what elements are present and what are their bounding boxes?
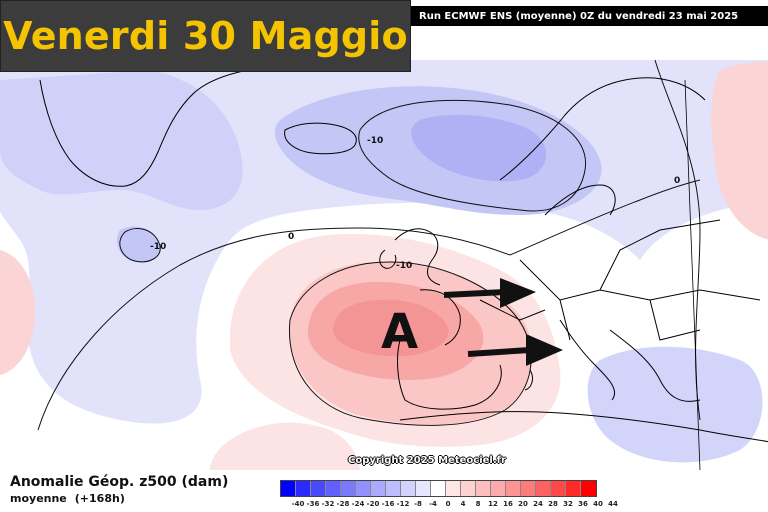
run-info-text: Run ECMWF ENS (moyenne) 0Z du vendredi 2… [419,10,739,22]
contour-label-3: 0 [288,232,294,242]
british-isles-coast [379,228,441,286]
scale-cell [371,481,386,496]
scale-tick-label: 16 [503,500,513,508]
scale-tick-label: 20 [518,500,528,508]
contour-minus10-scandinavia [358,99,587,212]
contour-zero-europe [509,179,701,256]
italy-coast [524,319,616,401]
scale-tick-label: -24 [351,500,365,508]
scale-cell [416,481,431,496]
scale-cell [491,481,506,496]
scale-tick-label: 32 [563,500,573,508]
scale-tick-label: -32 [321,500,335,508]
meridian-right [684,79,701,470]
scale-cell [536,481,551,496]
scale-cell [446,481,461,496]
arrow-north-shaft [443,289,506,298]
flow-arrows [443,278,563,366]
scale-tick-label: 0 [445,500,451,508]
positive-anomaly-south [210,422,360,470]
scale-cell [326,481,341,496]
scale-tick-label: -36 [306,500,320,508]
scandinavia-coast [499,77,706,216]
scale-cell [551,481,566,496]
scale-tick-label: 44 [608,500,618,508]
scale-cell [476,481,491,496]
contour-label-2: -10 [150,242,166,252]
high-pressure-label: A [381,304,419,360]
scale-tick-label: 24 [533,500,543,508]
france-coast [419,289,461,346]
legend-subtitle-mode: moyenne [10,492,67,505]
scale-tick-label: -12 [396,500,410,508]
positive-anomaly-core [333,299,449,357]
scale-cell [506,481,521,496]
north-africa-coast [399,411,768,443]
scale-tick-label: -16 [381,500,395,508]
arrow-north-head [500,278,536,308]
scale-cell [311,481,326,496]
border-lines [479,219,761,341]
negative-anomaly-west-atlantic [116,226,161,263]
scale-cell [566,481,581,496]
positive-anomaly-east-russia [711,61,768,240]
contour-label-4: -10 [396,261,412,271]
positive-anomaly-west [0,250,35,375]
scale-cell [281,481,296,496]
scale-cell [296,481,311,496]
scale-cell [521,481,536,496]
scale-cell [431,481,446,496]
legend-subtitle-lead: (+168h) [74,492,125,505]
contour-label-5: 0 [674,176,680,186]
legend-subtitle: moyenne (+168h) [10,492,133,505]
scale-tick-label: 36 [578,500,588,508]
scale-tick-label: 12 [488,500,498,508]
copyright-text: Copyright 2025 Meteociel.fr [348,455,506,466]
title-banner: Venerdi 30 Maggio [0,0,411,72]
contour-minus10-atlantic [119,228,161,263]
scale-cell [386,481,401,496]
scale-tick-label: 28 [548,500,558,508]
scale-tick-label: 40 [593,500,603,508]
scale-tick-label: 4 [460,500,466,508]
contour-lines [37,59,701,431]
anomaly-map: -10 -10 0 -10 0 [0,59,768,470]
negative-anomaly-core [411,114,547,182]
legend-title: Anomalie Géop. z500 (dam) [10,474,229,490]
balkans-coast [609,329,701,402]
contour-zero-atlantic [37,227,511,431]
scale-tick-label: 8 [475,500,481,508]
scale-cell [401,481,416,496]
color-scale-ticks: -40 -36 -32 -28 -24 -20 -16 -12 -8 -4 0 4 8 12 16 20 24 2… [280,500,618,510]
contour-plus10-iberia [288,261,532,426]
scale-cell [461,481,476,496]
scale-cell [356,481,371,496]
arrow-south-head [526,334,563,366]
scale-cell [341,481,356,496]
page-title: Venerdi 30 Maggio [3,14,408,58]
scale-tick-label: -8 [414,500,422,508]
greenland-coast [39,65,281,187]
arrow-south-shaft [467,347,531,357]
scale-tick-label: -40 [291,500,305,508]
scale-tick-label: -4 [429,500,437,508]
coastlines [39,65,768,470]
scale-cell [581,481,596,496]
negative-anomaly-greenland [0,70,243,210]
contour-label-1: -10 [367,136,383,146]
run-info-banner: Run ECMWF ENS (moyenne) 0Z du vendredi 2… [411,6,768,26]
iberia-coast [397,339,502,410]
color-scale [280,480,597,497]
scale-tick-label: -20 [366,500,380,508]
scale-tick-label: -28 [336,500,350,508]
iceland-coast [284,122,357,155]
